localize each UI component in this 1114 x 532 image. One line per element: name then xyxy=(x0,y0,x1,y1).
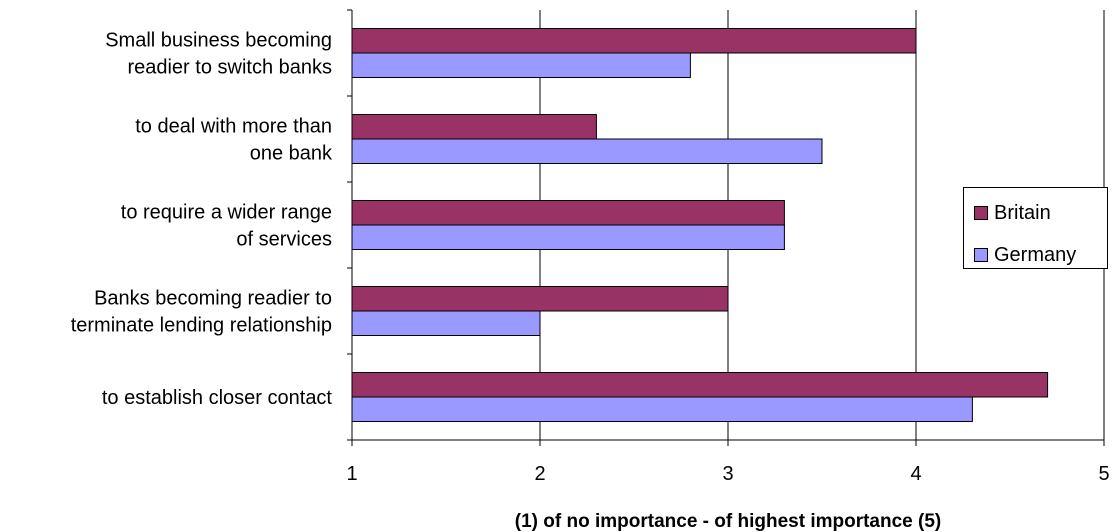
x-axis-title: (1) of no importance - of highest import… xyxy=(515,511,941,532)
x-tick-label: 2 xyxy=(534,463,545,485)
bar-germany xyxy=(351,396,973,422)
legend-item-germany: Germany xyxy=(974,243,1076,267)
category-label: Small business becoming readier to switch… xyxy=(105,30,332,79)
category-label: to deal with more than one bank xyxy=(135,116,333,165)
tick-labels: 1 2 3 4 5 xyxy=(346,463,1109,485)
legend-swatch-britain xyxy=(974,206,988,220)
category-label: to establish closer contact xyxy=(102,387,333,409)
bar-britain xyxy=(351,200,785,226)
x-tick-label: 5 xyxy=(1098,463,1109,485)
category-label: Banks becoming readier to terminate lendi… xyxy=(71,288,332,337)
x-tick-label: 1 xyxy=(346,463,357,485)
bar-britain xyxy=(351,372,1049,398)
category-label: to require a wider range of services xyxy=(121,202,332,251)
x-tick-label: 3 xyxy=(722,463,733,485)
bar-germany xyxy=(351,52,691,78)
category-labels: Small business becoming readier to switch… xyxy=(71,30,333,410)
bar-germany xyxy=(351,310,541,336)
bar-britain xyxy=(351,286,729,312)
bars xyxy=(351,28,1049,422)
bar-germany xyxy=(351,224,785,250)
legend: Britain Germany xyxy=(963,187,1108,269)
legend-label-britain: Britain xyxy=(994,201,1051,224)
x-tick-label: 4 xyxy=(910,463,921,485)
axes xyxy=(347,9,1105,446)
bar-germany xyxy=(351,138,823,164)
legend-swatch-germany xyxy=(974,248,988,262)
bar-britain xyxy=(351,114,597,140)
legend-item-britain: Britain xyxy=(974,201,1051,225)
legend-label-germany: Germany xyxy=(994,243,1077,266)
bar-britain xyxy=(351,28,917,54)
